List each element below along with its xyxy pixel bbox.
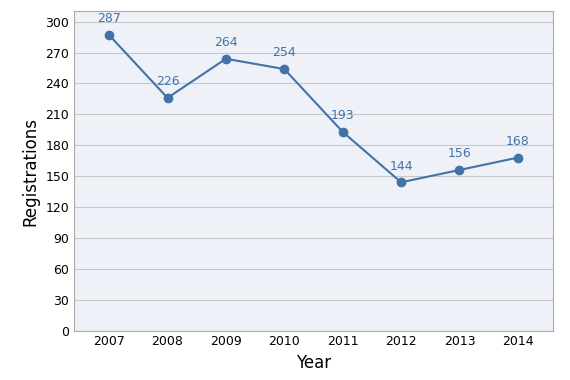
Text: 287: 287 xyxy=(97,13,121,25)
Text: 193: 193 xyxy=(331,109,355,122)
Text: 168: 168 xyxy=(506,135,530,148)
Text: 254: 254 xyxy=(272,46,296,59)
X-axis label: Year: Year xyxy=(296,354,331,372)
Text: 264: 264 xyxy=(214,36,238,49)
Text: 144: 144 xyxy=(389,160,413,173)
Text: 156: 156 xyxy=(447,147,471,160)
Y-axis label: Registrations: Registrations xyxy=(22,117,40,225)
Text: 226: 226 xyxy=(156,75,180,88)
